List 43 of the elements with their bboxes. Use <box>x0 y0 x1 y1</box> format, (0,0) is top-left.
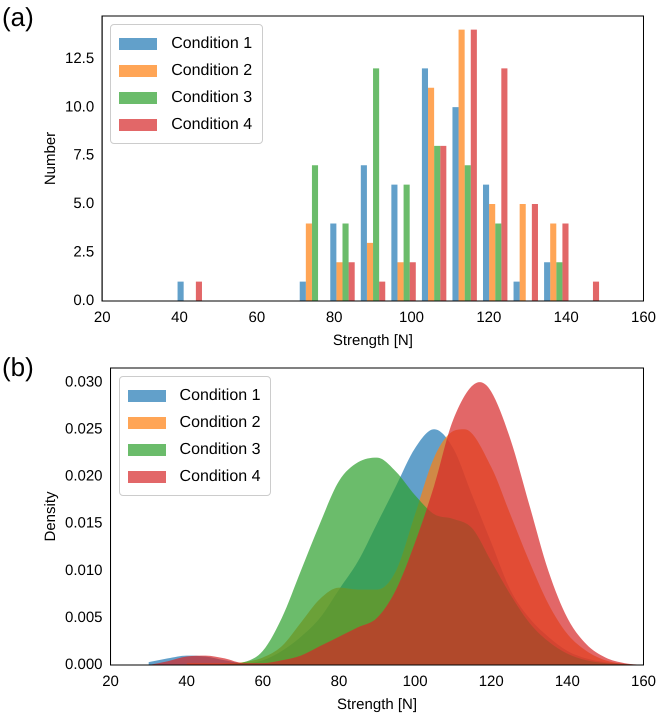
x-tick-label: 40 <box>171 309 188 326</box>
x-tick-label: 80 <box>326 309 343 326</box>
chart-title: (b) <box>2 352 34 383</box>
legend-label: Condition 4 <box>180 467 260 487</box>
x-tick-label: 20 <box>94 309 111 326</box>
x-tick-label: 100 <box>402 673 428 690</box>
y-tick-label: 0.020 <box>64 468 103 485</box>
y-axis-title: Density <box>42 491 60 542</box>
y-tick-label: 2.5 <box>73 244 94 261</box>
x-tick-label: 20 <box>102 673 119 690</box>
x-tick-label: 60 <box>248 309 266 326</box>
x-axis-title: Strength [N] <box>332 332 413 350</box>
y-tick-label: 0.010 <box>64 562 103 579</box>
x-tick-label: 100 <box>398 309 424 326</box>
x-tick-label: 160 <box>630 673 656 690</box>
y-axis-title: Number <box>42 132 60 186</box>
legend-label: Condition 2 <box>180 413 260 433</box>
chart-title: (a) <box>2 2 34 33</box>
legend-label: Condition 1 <box>171 34 252 54</box>
y-tick-label: 0.015 <box>64 514 103 532</box>
y-tick-label: 0.025 <box>64 420 103 438</box>
y-tick-label: 10.0 <box>64 98 94 116</box>
y-tick-label: 5.0 <box>73 195 94 212</box>
x-tick-label: 60 <box>254 673 272 690</box>
y-tick-label: 0.030 <box>64 373 103 390</box>
x-axis-title: Strength [N] <box>336 696 418 714</box>
legend-label: Condition 3 <box>180 440 260 460</box>
y-tick-label: 12.5 <box>64 50 94 67</box>
x-tick-label: 80 <box>330 673 348 690</box>
x-tick-label: 140 <box>554 673 580 690</box>
x-tick-label: 140 <box>554 309 579 326</box>
y-tick-label: 0.0 <box>73 292 94 310</box>
x-tick-label: 120 <box>476 309 502 326</box>
x-tick-label: 120 <box>478 673 504 690</box>
legend-label: Condition 4 <box>171 115 252 135</box>
legend-label: Condition 1 <box>180 386 260 406</box>
y-tick-label: 0.000 <box>64 656 103 674</box>
y-tick-label: 7.5 <box>73 146 94 164</box>
y-tick-label: 0.005 <box>64 609 103 626</box>
x-tick-label: 160 <box>630 309 656 326</box>
legend-label: Condition 2 <box>171 61 252 81</box>
x-tick-label: 40 <box>178 673 196 690</box>
legend-label: Condition 3 <box>171 88 252 108</box>
